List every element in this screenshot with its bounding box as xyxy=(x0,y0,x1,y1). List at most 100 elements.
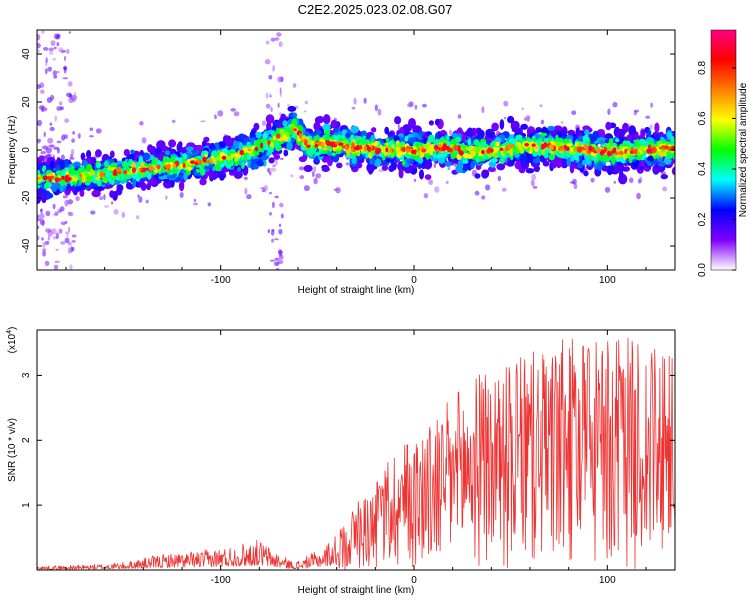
heatmap-cell xyxy=(273,136,276,141)
heatmap-speckle xyxy=(50,127,55,131)
heatmap-speckle xyxy=(270,260,275,262)
heatmap-cell xyxy=(209,145,216,150)
heatmap-cell xyxy=(397,144,400,148)
heatmap-cell xyxy=(95,177,100,181)
heatmap-cell xyxy=(584,129,589,135)
heatmap-speckle xyxy=(64,200,68,207)
heatmap-cell xyxy=(541,150,545,155)
heatmap-speckle xyxy=(629,178,634,184)
heatmap-speckle xyxy=(64,66,67,69)
heatmap-cell xyxy=(419,169,424,179)
heatmap-cell xyxy=(422,149,426,153)
heatmap-speckle xyxy=(51,40,56,46)
heatmap-cell xyxy=(168,139,176,147)
heatmap-cell xyxy=(65,175,69,180)
heatmap-speckle xyxy=(272,202,275,209)
heatmap-speckle xyxy=(378,109,382,116)
heatmap-cell xyxy=(97,162,101,168)
heatmap-cell xyxy=(345,144,349,150)
heatmap-cell xyxy=(481,169,489,178)
heatmap-speckle xyxy=(271,38,276,42)
heatmap-speckle xyxy=(217,110,223,116)
heatmap-cell xyxy=(237,167,241,172)
heatmap-cell xyxy=(336,163,343,169)
heatmap-cell xyxy=(654,123,659,133)
heatmap-speckle xyxy=(313,166,316,173)
heatmap-speckle xyxy=(54,265,58,270)
heatmap-cell xyxy=(123,170,127,174)
heatmap-cell xyxy=(292,127,295,132)
heatmap-cell xyxy=(196,169,200,173)
heatmap-speckle xyxy=(72,235,77,238)
heatmap-cell xyxy=(50,161,54,170)
heatmap-cell xyxy=(371,127,376,132)
heatmap-cell xyxy=(323,147,328,150)
heatmap-cell xyxy=(99,172,104,177)
heatmap-speckle xyxy=(265,59,271,64)
heatmap-cell xyxy=(601,150,606,153)
heatmap-speckle xyxy=(66,49,69,51)
heatmap-cell xyxy=(141,162,145,165)
heatmap-cell xyxy=(542,144,546,148)
heatmap-speckle xyxy=(398,124,400,129)
heatmap-cell xyxy=(481,150,485,155)
heatmap-cell xyxy=(293,113,297,118)
heatmap-speckle xyxy=(315,173,321,178)
heatmap-cell xyxy=(286,142,293,151)
heatmap-cell xyxy=(287,106,296,112)
heatmap-speckle xyxy=(278,103,280,108)
heatmap-cell xyxy=(607,151,611,157)
heatmap-cell xyxy=(104,161,108,167)
heatmap-cell xyxy=(607,143,611,148)
heatmap-cell xyxy=(42,198,47,203)
heatmap-speckle xyxy=(64,56,66,61)
heatmap-cell xyxy=(627,155,630,159)
heatmap-cell xyxy=(401,147,405,151)
heatmap-speckle xyxy=(40,90,44,94)
heatmap-cell xyxy=(248,149,252,152)
heatmap-speckle xyxy=(36,34,41,40)
heatmap-speckle xyxy=(614,181,616,184)
heatmap-speckle xyxy=(54,47,57,49)
heatmap-cell xyxy=(459,150,464,155)
heatmap-speckle xyxy=(40,151,46,154)
heatmap-cell xyxy=(346,149,350,156)
heatmap-speckle xyxy=(278,249,282,254)
heatmap-speckle xyxy=(41,220,44,226)
heatmap-cell xyxy=(364,145,367,151)
heatmap-cell xyxy=(577,147,582,153)
heatmap-speckle xyxy=(612,102,617,108)
heatmap-cell xyxy=(656,134,661,141)
heatmap-cell xyxy=(354,147,359,151)
figure-title: C2E2.2025.023.02.08.G07 xyxy=(298,2,453,17)
heatmap-speckle xyxy=(61,222,66,226)
heatmap-cell xyxy=(605,122,611,130)
heatmap-cell xyxy=(214,159,217,164)
heatmap-speckle xyxy=(180,192,184,198)
heatmap-cell xyxy=(446,135,450,141)
heatmap-speckle xyxy=(194,199,196,202)
heatmap-speckle xyxy=(41,237,44,240)
heatmap-cell xyxy=(277,134,280,138)
heatmap-speckle xyxy=(268,75,272,80)
heatmap-speckle xyxy=(49,52,53,55)
heatmap-cell xyxy=(153,179,158,186)
heatmap-cell xyxy=(445,161,452,167)
heatmap-cell xyxy=(266,114,275,123)
heatmap-speckle xyxy=(68,214,73,216)
heatmap-speckle xyxy=(68,81,73,87)
heatmap-speckle xyxy=(375,104,378,111)
heatmap-cell xyxy=(526,168,534,173)
heatmap-speckle xyxy=(56,71,60,74)
heatmap-speckle xyxy=(67,232,69,237)
heatmap-cell xyxy=(304,140,308,146)
heatmap-cell xyxy=(331,152,336,156)
x-tick-label: 100 xyxy=(599,275,616,286)
heatmap-cell xyxy=(338,142,343,146)
heatmap-speckle xyxy=(269,212,272,216)
heatmap-cell xyxy=(334,128,339,133)
heatmap-cell xyxy=(321,143,325,147)
heatmap-speckle xyxy=(645,116,650,119)
